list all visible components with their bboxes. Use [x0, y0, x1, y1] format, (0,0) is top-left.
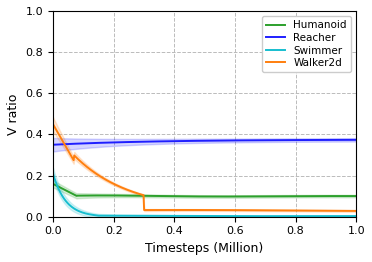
Humanoid [196, 195, 201, 198]
Line: Reacher: Reacher [53, 140, 356, 145]
Swimmer [300, 215, 304, 218]
Walker2d [51, 123, 55, 126]
X-axis label: Timesteps (Million): Timesteps (Million) [145, 242, 264, 255]
Walker2d [347, 209, 351, 212]
Walker2d [354, 209, 359, 212]
Humanoid [51, 182, 55, 185]
Humanoid [300, 195, 304, 198]
Line: Walker2d: Walker2d [53, 124, 356, 211]
Reacher [195, 139, 199, 143]
Reacher [51, 143, 55, 146]
Walker2d [195, 208, 199, 211]
Walker2d [196, 208, 201, 211]
Reacher [354, 138, 359, 141]
Swimmer [231, 215, 236, 218]
Reacher [196, 139, 201, 142]
Swimmer [196, 215, 201, 218]
Swimmer [51, 172, 55, 175]
Swimmer [195, 215, 199, 218]
Walker2d [215, 209, 219, 212]
Reacher [299, 138, 304, 141]
Humanoid [347, 194, 352, 198]
Reacher [231, 139, 236, 142]
Humanoid [195, 195, 199, 198]
Reacher [347, 138, 351, 141]
Line: Humanoid: Humanoid [53, 184, 356, 196]
Walker2d [231, 209, 236, 212]
Legend: Humanoid, Reacher, Swimmer, Walker2d: Humanoid, Reacher, Swimmer, Walker2d [262, 16, 351, 72]
Humanoid [220, 195, 225, 198]
Reacher [215, 139, 219, 142]
Swimmer [347, 215, 352, 218]
Humanoid [232, 195, 236, 198]
Swimmer [270, 215, 275, 218]
Y-axis label: V ratio: V ratio [7, 93, 20, 135]
Walker2d [299, 209, 304, 212]
Line: Swimmer: Swimmer [53, 173, 356, 216]
Swimmer [215, 215, 219, 218]
Humanoid [215, 195, 219, 198]
Swimmer [354, 215, 359, 218]
Humanoid [354, 194, 359, 198]
